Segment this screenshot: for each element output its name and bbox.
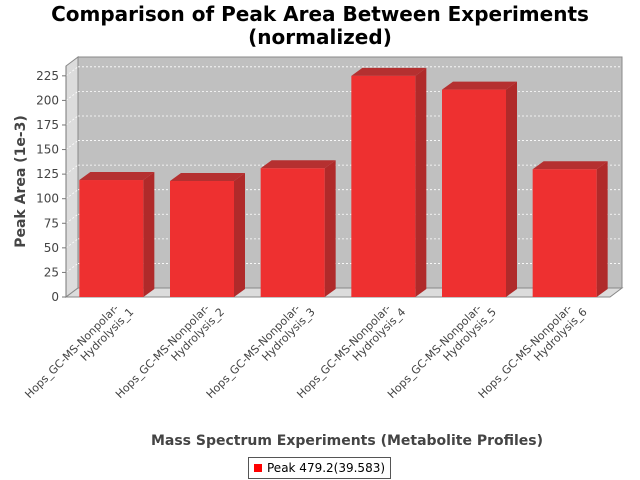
- bar: [351, 75, 416, 297]
- gridline-side: [65, 213, 79, 224]
- bar-side: [143, 172, 155, 297]
- bar-top: [260, 160, 336, 169]
- gridline-side: [65, 91, 79, 101]
- gridline-side: [65, 238, 79, 249]
- gridline-side: [65, 189, 79, 200]
- bar-side: [324, 160, 336, 297]
- chart-title: Comparison of Peak Area Between Experime…: [0, 3, 640, 49]
- bar-side: [234, 173, 245, 297]
- chart-title-main: Comparison of Peak Area Between Experime…: [51, 2, 589, 26]
- bar: [79, 180, 144, 297]
- bar-top: [170, 173, 245, 182]
- gridline-side: [65, 164, 79, 175]
- gridline-side: [65, 263, 79, 273]
- y-tick-label: 75: [44, 216, 59, 230]
- x-axis-label: Mass Spectrum Experiments (Metabolite Pr…: [151, 433, 543, 449]
- gridline-side: [65, 66, 79, 77]
- bar: [532, 169, 597, 297]
- legend: Peak 479.2(39.583): [248, 457, 392, 479]
- gridline-side: [65, 140, 79, 150]
- y-tick-label: 175: [36, 118, 59, 132]
- bar: [442, 89, 506, 297]
- legend-label: Peak 479.2(39.583): [267, 461, 386, 475]
- y-axis-label: Peak Area (1e-3): [13, 115, 29, 248]
- bar-side: [415, 67, 427, 297]
- bar: [170, 181, 234, 297]
- bar-top: [79, 172, 155, 181]
- bar-side: [506, 81, 517, 297]
- y-tick-label: 100: [36, 192, 59, 206]
- legend-swatch: [254, 464, 262, 472]
- bar: [260, 168, 325, 297]
- plot-area: [77, 56, 623, 289]
- y-tick-label: 25: [44, 265, 59, 279]
- y-tick-label: 0: [51, 290, 59, 304]
- gridline-side: [65, 115, 79, 126]
- x-tick-label-line: Hops_GC-MS-Nonpolar-: [22, 302, 121, 401]
- bar-top: [351, 67, 427, 76]
- y-tick-label: 150: [36, 143, 59, 157]
- chart-subtitle: (normalized): [248, 25, 392, 49]
- y-tick-label: 225: [36, 69, 59, 83]
- bar-top: [442, 81, 517, 90]
- y-tick-label: 50: [44, 241, 59, 255]
- bar-top: [532, 161, 608, 170]
- bar-side: [596, 161, 608, 297]
- y-tick-label: 125: [36, 167, 59, 181]
- y-tick-label: 200: [36, 93, 59, 107]
